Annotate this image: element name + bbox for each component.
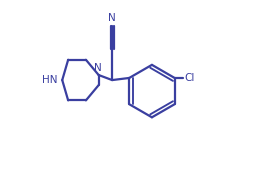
Text: N: N xyxy=(94,63,102,73)
Text: HN: HN xyxy=(42,75,57,85)
Text: N: N xyxy=(108,13,116,23)
Text: Cl: Cl xyxy=(185,73,195,83)
